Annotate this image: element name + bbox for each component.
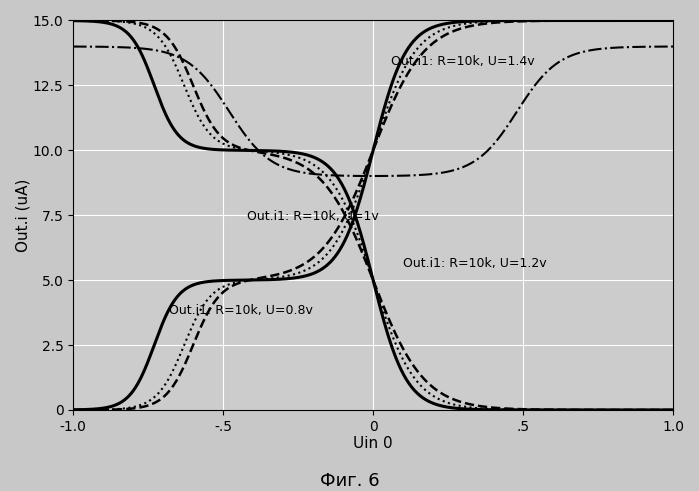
Y-axis label: Out.i (uA): Out.i (uA) xyxy=(15,179,30,252)
X-axis label: Uin 0: Uin 0 xyxy=(353,436,393,451)
Text: Out.i1: R=10k, U=1.4v: Out.i1: R=10k, U=1.4v xyxy=(391,55,535,68)
Text: Out.i1: R=10k, U=1.2v: Out.i1: R=10k, U=1.2v xyxy=(403,257,547,270)
Text: Out.i1: R=10k, U=0.8v: Out.i1: R=10k, U=0.8v xyxy=(169,304,313,317)
Text: Фиг. 6: Фиг. 6 xyxy=(319,472,380,490)
Text: Out.i1: R=10k, U=1v: Out.i1: R=10k, U=1v xyxy=(247,211,379,223)
